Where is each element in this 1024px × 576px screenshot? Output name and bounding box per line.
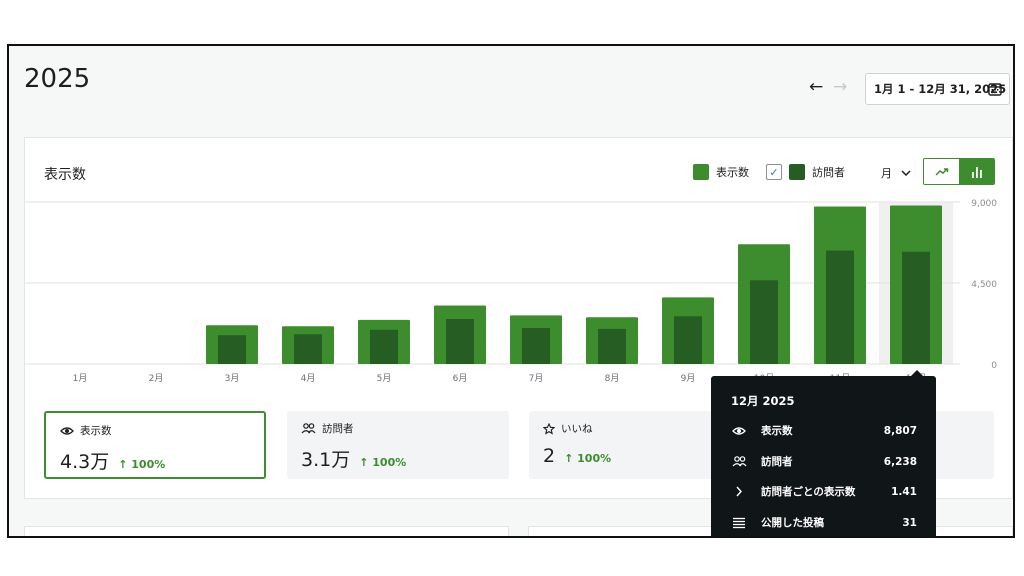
y-tick-label: 9,000 (971, 199, 997, 209)
x-tick-label: 5月 (377, 373, 392, 383)
bottom-card-left (24, 526, 509, 536)
tooltip-vpv-value: 1.41 (891, 485, 917, 498)
x-tick-label: 9月 (681, 373, 696, 383)
y-tick-label: 0 (991, 361, 997, 371)
tooltip-visitors-value: 6,238 (883, 455, 917, 468)
stat-visitors-label: 訪問者 (322, 423, 354, 435)
chart-tooltip: 12月 2025 表示数 8,807 訪問者 6,238 訪問者ごとの表示数 1… (711, 370, 936, 536)
bar-chart-icon (971, 166, 982, 178)
x-tick-label: 2月 (149, 373, 164, 383)
x-tick-label: 7月 (529, 373, 544, 383)
eye-icon (732, 426, 746, 435)
bar-visitors (446, 319, 474, 364)
date-range-label: 1月 1 - 12月 31, 2025 (874, 82, 1007, 96)
bar-visitors (522, 328, 550, 364)
tooltip-posts-value: 31 (902, 516, 917, 529)
stat-card-views[interactable]: 表示数 4.3万 ↑ 100% (44, 411, 266, 479)
legend-visitors[interactable]: ✓ 訪問者 (766, 164, 845, 180)
views-swatch (693, 164, 709, 180)
tooltip-views-label: 表示数 (761, 425, 793, 437)
bar-visitors (826, 250, 854, 364)
stat-visitors-value: 3.1万 (301, 449, 351, 471)
eye-icon (60, 426, 74, 435)
tooltip-title: 12月 2025 (731, 394, 795, 408)
bar-visitors (750, 280, 778, 364)
people-icon (301, 423, 316, 434)
bar-visitors (218, 335, 246, 364)
tooltip-posts-label: 公開した投稿 (761, 517, 824, 529)
arrow-left-icon[interactable]: ← (809, 77, 824, 97)
legend-visitors-label: 訪問者 (812, 166, 845, 179)
x-tick-label: 1月 (73, 373, 88, 383)
bar-visitors (294, 334, 322, 364)
period-label: 月 (881, 167, 892, 180)
chevron-down-icon (901, 170, 911, 176)
legend-views: 表示数 (693, 164, 749, 180)
visitors-checkbox[interactable]: ✓ (766, 164, 782, 180)
tooltip-row-posts: 公開した投稿 31 (731, 515, 917, 530)
stat-likes-value: 2 (543, 445, 556, 467)
trend-up-icon (934, 167, 948, 176)
y-tick-label: 4,500 (971, 280, 997, 290)
stat-views-label: 表示数 (80, 425, 112, 437)
x-tick-label: 3月 (225, 373, 240, 383)
bar-visitors (370, 329, 398, 364)
visitors-swatch (789, 164, 805, 180)
calendar-icon (988, 83, 1002, 96)
people-icon (732, 456, 746, 467)
tooltip-vpv-label: 訪問者ごとの表示数 (761, 486, 856, 498)
legend-views-label: 表示数 (716, 166, 749, 179)
date-range-button[interactable]: 1月 1 - 12月 31, 2025 (865, 73, 1010, 105)
tooltip-visitors-label: 訪問者 (761, 456, 793, 468)
stats-panel: 2025 ← → 1月 1 - 12月 31, 2025 表示数 表示数 ✓ 訪… (7, 44, 1015, 538)
tooltip-row-views-per-visitor: 訪問者ごとの表示数 1.41 (731, 484, 917, 499)
tooltip-views-value: 8,807 (883, 424, 917, 437)
stat-visitors-change: ↑ 100% (359, 456, 407, 469)
chart-title: 表示数 (44, 167, 86, 183)
x-tick-label: 4月 (301, 373, 316, 383)
bar-visitors (902, 251, 930, 364)
stat-likes-label: いいね (561, 423, 593, 435)
stat-likes-change: ↑ 100% (564, 452, 612, 465)
stat-views-value: 4.3万 (60, 451, 110, 473)
page-title: 2025 (24, 64, 91, 94)
bar-chart-button[interactable] (959, 159, 994, 184)
x-tick-label: 6月 (453, 373, 468, 383)
bar-visitors (598, 328, 626, 364)
stat-card-visitors[interactable]: 訪問者 3.1万 ↑ 100% (287, 411, 509, 479)
star-icon (543, 422, 555, 435)
bar-visitors (674, 316, 702, 364)
arrow-right-icon[interactable]: → (833, 77, 848, 97)
x-tick-label: 8月 (605, 373, 620, 383)
chart-type-toggle (923, 158, 995, 185)
stat-views-change: ↑ 100% (118, 458, 166, 471)
period-select[interactable]: 月 (881, 165, 911, 181)
line-chart-button[interactable] (924, 159, 959, 184)
tooltip-row-visitors: 訪問者 6,238 (731, 454, 917, 469)
chevron-right-icon (736, 486, 742, 497)
tooltip-row-views: 表示数 8,807 (731, 423, 917, 438)
posts-icon (733, 517, 745, 528)
